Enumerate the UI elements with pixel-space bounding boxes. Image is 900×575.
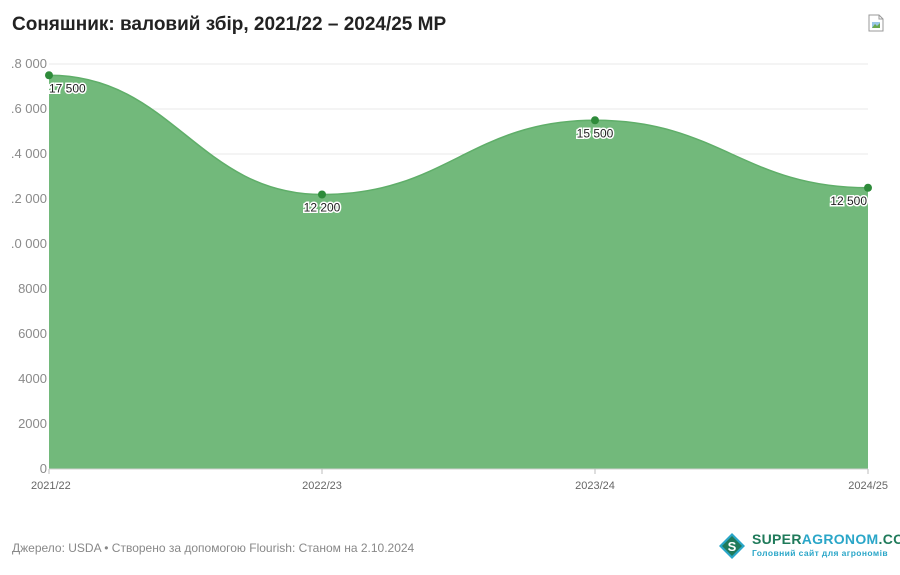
superagronom-logo[interactable]: S SUPERAGRONOM.COM Головний сайт для агр… [718,530,900,562]
x-tick-label: 2024/25 [848,480,888,492]
data-point [318,190,326,199]
y-tick-label: .2 000 [11,191,47,206]
y-tick-label: .0 000 [11,236,47,251]
data-point [45,71,53,80]
data-point [864,183,872,192]
data-point [591,116,599,125]
y-tick-label: 2000 [18,416,47,431]
series-line [48,74,869,196]
logo-tagline: Головний сайт для агрономів [752,548,888,558]
data-label: 12 200 [304,201,341,215]
y-tick-label: 0 [40,461,47,476]
y-tick-label: 4000 [18,371,47,386]
broken-image-icon [868,14,884,32]
y-tick-label: 6000 [18,326,47,341]
x-tick-label: 2023/24 [575,480,615,492]
x-tick-label: 2021/22 [31,480,71,492]
source-footer: Джерело: USDA • Створено за допомогою Fl… [12,541,415,555]
chart-title: Соняшник: валовий збір, 2021/22 – 2024/2… [12,14,447,35]
logo-name: SUPERAGRONOM.COM [752,531,900,547]
data-label: 12 500 [830,194,867,208]
data-label: 17 500 [49,81,86,95]
y-tick-label: .4 000 [11,146,47,161]
data-label: 15 500 [577,126,614,140]
superagronom-logo-icon: S [719,533,745,559]
x-tick-label: 2022/23 [302,480,342,492]
y-tick-label: .8 000 [11,56,47,71]
y-tick-label: 8000 [18,281,47,296]
y-tick-label: .6 000 [11,101,47,116]
svg-text:S: S [728,539,737,554]
series-area [49,75,868,469]
